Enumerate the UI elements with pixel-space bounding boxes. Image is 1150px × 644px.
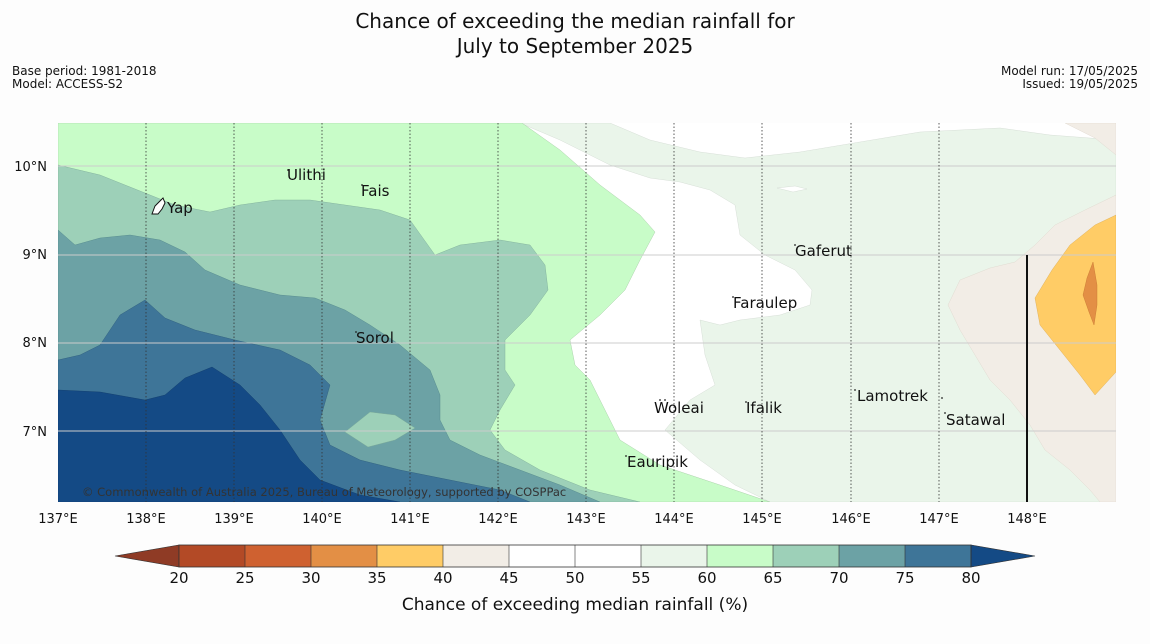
lat-label-7n: 7°N: [23, 425, 48, 440]
colorbar-tick-30: 30: [301, 569, 320, 587]
colorbar-bin-70-75: [839, 545, 905, 567]
contour-small-patch: [776, 185, 808, 193]
colorbar-tick-65: 65: [763, 569, 782, 587]
map-area: Yap Ulithi Fais Gaferut Faraulep Sorol L…: [58, 123, 1116, 502]
colorbar-bin-50-55: [575, 545, 641, 567]
place-label-gaferut: Gaferut: [795, 242, 852, 260]
place-label-ifalik: Ifalik: [746, 399, 782, 417]
contour-35-40: [1034, 214, 1116, 396]
place-label-satawal: Satawal: [946, 411, 1005, 429]
lon-label-142e: 142°E: [478, 512, 518, 527]
colorbar-tick-25: 25: [235, 569, 254, 587]
meta-left: Base period: 1981-2018 Model: ACCESS-S2: [12, 65, 157, 91]
latitude-labels: 10°N 9°N 8°N 7°N: [14, 160, 47, 440]
colorbar-tick-35: 35: [367, 569, 386, 587]
place-label-ulithi: Ulithi: [287, 166, 326, 184]
colorbar-bin-20-25: [179, 545, 245, 567]
colorbar-bin-45-50: [509, 545, 575, 567]
lon-label-144e: 144°E: [654, 512, 694, 527]
colorbar-tick-40: 40: [433, 569, 452, 587]
lat-label-8n: 8°N: [23, 336, 48, 351]
colorbar-bin-30-35: [311, 545, 377, 567]
longitude-labels: 137°E 138°E 139°E 140°E 141°E 142°E 143°…: [38, 512, 1047, 527]
place-label-fais: Fais: [361, 182, 390, 200]
colorbar-bin-75-80: [905, 545, 971, 567]
colorbar-tick-45: 45: [499, 569, 518, 587]
contour-55-60: [58, 123, 1116, 502]
longitude-gridlines: [145, 123, 940, 502]
yap-island-shape: [151, 197, 166, 215]
colorbar-dividers: [244, 545, 906, 567]
place-label-eauripik: Eauripik: [627, 453, 688, 471]
contour-30-35: [1082, 261, 1098, 326]
lon-label-146e: 146°E: [831, 512, 871, 527]
colorbar-bin-55-60: [641, 545, 707, 567]
model-run: Model run: 17/05/2025: [1000, 64, 1138, 78]
title-line-1: Chance of exceeding the median rainfall …: [355, 9, 795, 33]
colorbar-bin-40-45: [443, 545, 509, 567]
colorbar: 20 25 30 35 40 45 50 55 60 65 70 75 80 C…: [114, 544, 1036, 615]
base-period: Base period: 1981-2018: [12, 64, 157, 78]
colorbar-bin-60-65: [707, 545, 773, 567]
colorbar-tick-80: 80: [961, 569, 980, 587]
place-label-sorol: Sorol: [356, 329, 394, 347]
lon-label-147e: 147°E: [919, 512, 959, 527]
map-title: Chance of exceeding the median rainfall …: [0, 9, 1150, 59]
place-labels: Yap Ulithi Fais Gaferut Faraulep Sorol L…: [166, 166, 1005, 471]
island-markers: [287, 169, 946, 457]
colorbar-extend-low: [114, 544, 180, 568]
lon-label-137e: 137°E: [38, 512, 78, 527]
place-label-faraulep: Faraulep: [733, 294, 797, 312]
colorbar-bin-65-70: [773, 545, 839, 567]
lon-label-148e: 148°E: [1007, 512, 1047, 527]
place-label-lamotrek: Lamotrek: [857, 387, 928, 405]
colorbar-ticks: 20 25 30 35 40 45 50 55 60 65 70 75 80: [169, 569, 980, 587]
colorbar-tick-70: 70: [829, 569, 848, 587]
meta-right: Model run: 17/05/2025 Issued: 19/05/2025: [1001, 65, 1138, 91]
lon-label-140e: 140°E: [302, 512, 342, 527]
lon-label-143e: 143°E: [566, 512, 606, 527]
colorbar-tick-75: 75: [895, 569, 914, 587]
lon-label-145e: 145°E: [742, 512, 782, 527]
colorbar-bin-35-40: [377, 545, 443, 567]
model-name: Model: ACCESS-S2: [12, 77, 124, 91]
lon-label-139e: 139°E: [214, 512, 254, 527]
contour-65-70-patch: [344, 411, 416, 448]
lat-label-10n: 10°N: [14, 160, 47, 175]
lon-label-141e: 141°E: [390, 512, 430, 527]
lat-label-9n: 9°N: [23, 248, 48, 263]
place-label-woleai: Woleai: [654, 399, 704, 417]
place-label-yap: Yap: [166, 199, 193, 217]
copyright-notice: © Commonwealth of Australia 2025, Bureau…: [82, 485, 566, 499]
contour-40-45-northeast: [1064, 123, 1116, 156]
lon-label-138e: 138°E: [126, 512, 166, 527]
colorbar-tick-60: 60: [697, 569, 716, 587]
colorbar-label: Chance of exceeding median rainfall (%): [402, 595, 748, 615]
colorbar-tick-20: 20: [169, 569, 188, 587]
colorbar-bin-25-30: [245, 545, 311, 567]
contour-above-80: [58, 366, 401, 502]
colorbar-tick-55: 55: [631, 569, 650, 587]
issued-date: Issued: 19/05/2025: [1022, 77, 1138, 91]
colorbar-tick-50: 50: [565, 569, 584, 587]
colorbar-extend-high: [970, 544, 1036, 568]
title-line-2: July to September 2025: [456, 34, 694, 58]
